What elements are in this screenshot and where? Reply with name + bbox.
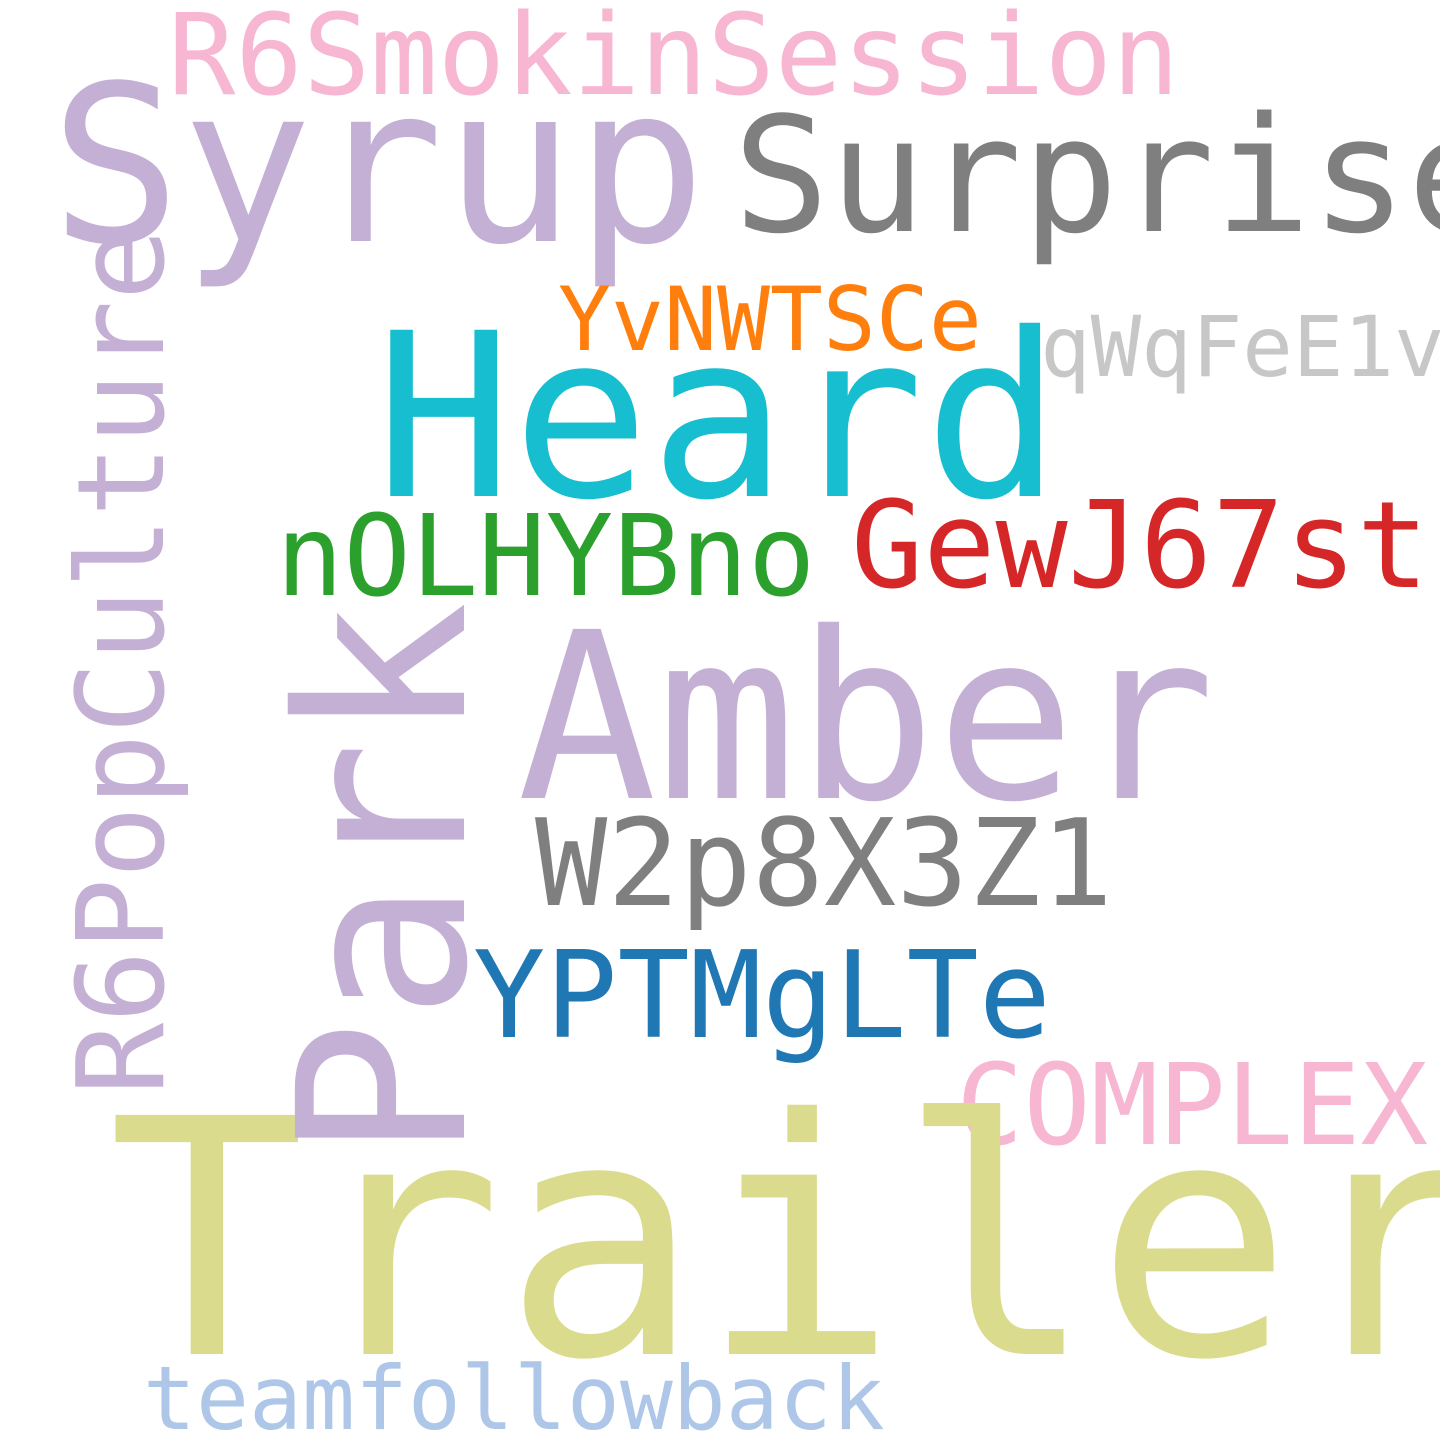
word-heard: Heard [375,284,1062,550]
word-qwqfee1v: qWqFeE1v [1040,298,1440,396]
word-park: Park [249,601,519,1160]
word-r6smokinsession: R6SmokinSession [168,0,1180,121]
word-yvnwtsce: YvNWTSCe [558,268,982,371]
word-teamfollowback: teamfollowback [143,1347,885,1440]
word-syrup: Syrup [50,40,707,293]
word-complex: COMPLEX [956,1041,1429,1171]
word-trailer: Trailer [108,1051,1440,1432]
word-w2p8x3z1: W2p8X3Z1 [535,795,1113,934]
word-surprise: Surprise [733,82,1440,269]
word-gewj67st: GewJ67st [851,477,1429,616]
word-yptmglte: YPTMgLTe [473,927,1051,1066]
word-nolhybno: nOLHYBno [276,492,816,622]
word-amber: Amber [517,583,1216,853]
word-r6popculture: R6PopCulture [53,228,192,1095]
